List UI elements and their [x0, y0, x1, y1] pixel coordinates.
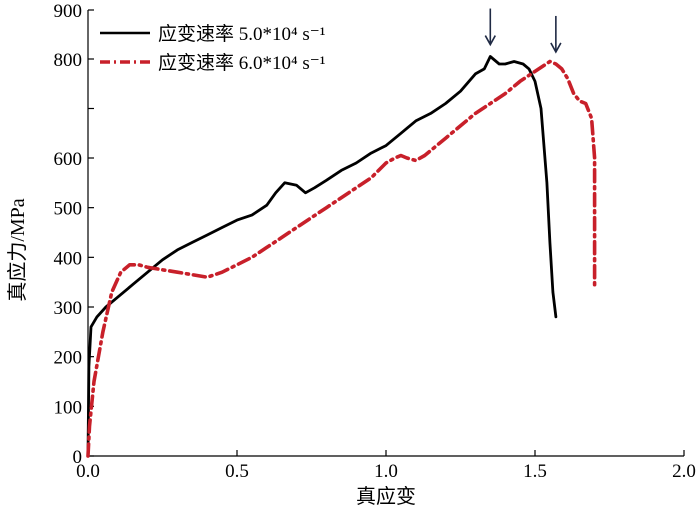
x-tick-label: 0.0 [76, 461, 100, 482]
y-tick-label: 0 [73, 447, 83, 468]
y-tick-label: 600 [54, 149, 83, 170]
y-axis-title: 真应力/MPa [6, 198, 29, 301]
y-tick-label: 100 [54, 397, 83, 418]
series-line-2 [86, 59, 597, 458]
x-tick-label: 2.0 [672, 461, 696, 482]
y-tick-label: 800 [54, 50, 83, 71]
y-tick-label: 200 [54, 348, 83, 369]
x-tick-label: 1.5 [523, 461, 547, 482]
y-tick-label: 500 [54, 199, 83, 220]
x-tick-label: 1.0 [374, 461, 398, 482]
series-line-1 [86, 55, 558, 458]
y-tick-label: 400 [54, 248, 83, 269]
y-tick-label: 300 [54, 298, 83, 319]
legend: 应变速率 5.0*10⁴ s⁻¹ 应变速率 6.0*10⁴ s⁻¹ [100, 23, 326, 74]
x-axis-title: 真应变 [356, 485, 416, 508]
ticks: 0.0 0.5 1.0 1.5 2.0 0 100 200 300 400 500 600 800 900 [54, 1, 696, 482]
legend-label-series-1: 应变速率 5.0*10⁴ s⁻¹ [158, 23, 326, 45]
series-layer [86, 55, 597, 458]
x-tick-label: 0.5 [225, 461, 249, 482]
arrow-head-icon [550, 42, 562, 54]
legend-label-series-2: 应变速率 6.0*10⁴ s⁻¹ [158, 52, 326, 74]
annotations [484, 8, 562, 54]
arrow-head-icon [484, 35, 496, 47]
arrow-annotation-1 [484, 8, 496, 47]
y-tick-label: 900 [54, 1, 83, 22]
arrow-annotation-2 [550, 15, 562, 54]
